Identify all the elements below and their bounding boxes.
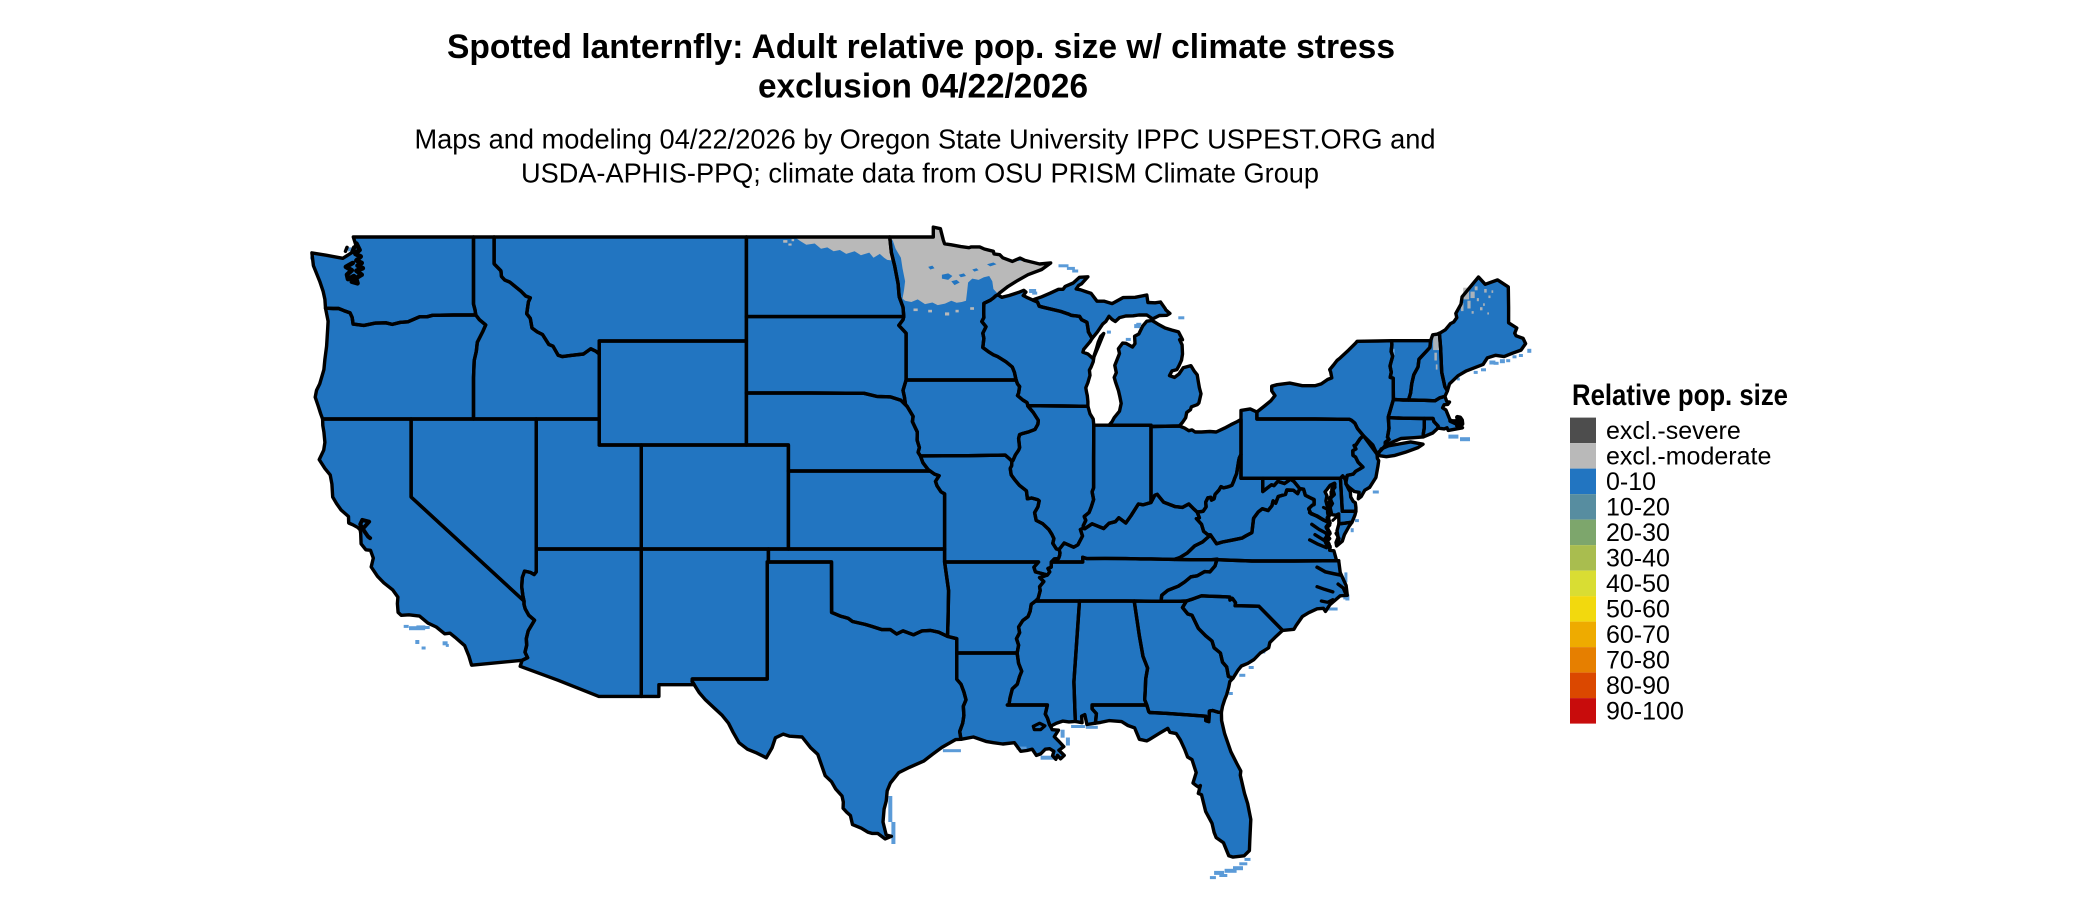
svg-text:excl.-severe: excl.-severe	[1606, 417, 1741, 445]
svg-text:90-100: 90-100	[1606, 698, 1684, 726]
svg-text:excl.-moderate: excl.-moderate	[1606, 443, 1771, 471]
svg-text:80-90: 80-90	[1606, 672, 1670, 700]
svg-text:70-80: 70-80	[1606, 647, 1670, 675]
svg-text:10-20: 10-20	[1606, 494, 1670, 522]
svg-text:40-50: 40-50	[1606, 570, 1670, 598]
svg-text:60-70: 60-70	[1606, 621, 1670, 649]
svg-text:Maps and modeling 04/22/2026 b: Maps and modeling 04/22/2026 by Oregon S…	[415, 123, 1436, 154]
svg-text:Relative pop. size: Relative pop. size	[1572, 379, 1788, 412]
svg-text:exclusion 04/22/2026: exclusion 04/22/2026	[758, 67, 1088, 105]
svg-text:20-30: 20-30	[1606, 519, 1670, 547]
svg-text:50-60: 50-60	[1606, 596, 1670, 624]
svg-text:Spotted lanternfly: Adult rela: Spotted lanternfly: Adult relative pop. …	[447, 28, 1395, 66]
svg-text:0-10: 0-10	[1606, 468, 1656, 496]
svg-text:30-40: 30-40	[1606, 545, 1670, 573]
svg-text:USDA-APHIS-PPQ; climate data f: USDA-APHIS-PPQ; climate data from OSU PR…	[521, 158, 1319, 189]
